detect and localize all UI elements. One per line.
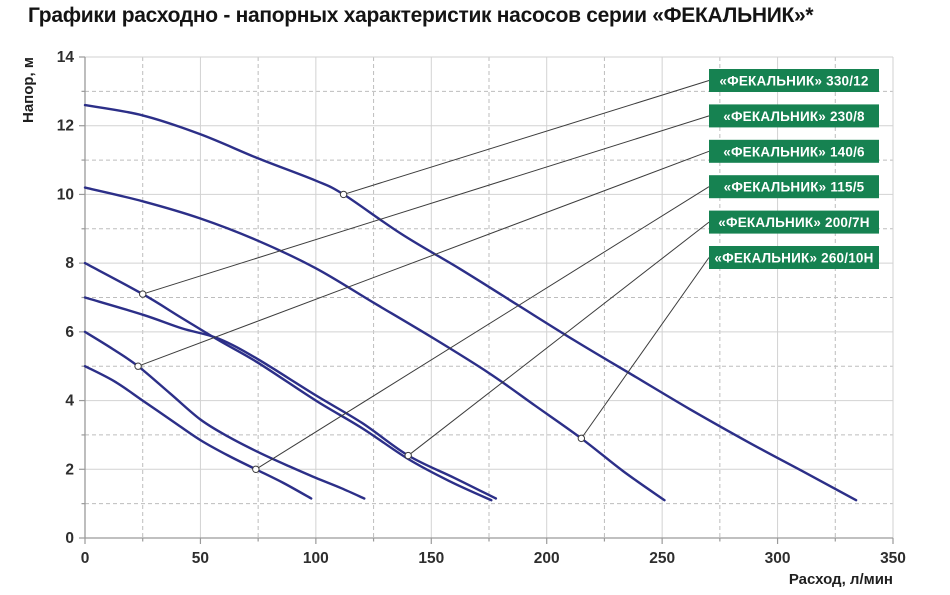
callout-marker-140-6 <box>134 362 142 370</box>
tick-label-y-6: 6 <box>65 324 74 341</box>
curve-230-8 <box>83 261 493 502</box>
y-axis-label: Напор, м <box>20 57 37 123</box>
tick-label-x-50: 50 <box>192 550 209 567</box>
callout-marker-230-8 <box>139 290 147 298</box>
leader-line-140-6 <box>137 150 710 367</box>
legend-label-260-10n: «ФЕКАЛЬНИК» 260/10Н <box>714 251 873 266</box>
legend-item-140-6 <box>709 139 879 163</box>
curve-200-7n <box>83 296 498 500</box>
chart-title: Графики расходно - напорных характеристи… <box>28 4 814 27</box>
curve-115-5 <box>83 365 313 500</box>
leader-line-330-12 <box>343 80 710 195</box>
callout-marker-200-7n <box>404 451 412 460</box>
callout-marker-115-5 <box>252 465 260 473</box>
legend-item-330-12 <box>709 69 879 92</box>
tick-label-y-0: 0 <box>65 530 74 547</box>
legend-item-200-7n <box>709 210 879 234</box>
leader-line-230-8 <box>142 115 710 295</box>
tick-label-x-250: 250 <box>649 550 675 567</box>
legend-label-140-6: «ФЕКАЛЬНИК» 140/6 <box>723 144 865 159</box>
tick-label-y-10: 10 <box>57 186 74 203</box>
curve-260-10n <box>83 186 666 502</box>
tick-label-y-8: 8 <box>65 255 74 272</box>
legend-label-330-12: «ФЕКАЛЬНИК» 330/12 <box>719 74 868 89</box>
legend-label-230-8: «ФЕКАЛЬНИК» 230/8 <box>723 109 865 124</box>
tick-label-y-14: 14 <box>57 49 75 66</box>
x-axis-label: Расход, л/мин <box>789 571 893 588</box>
leader-line-260-10n <box>580 257 710 439</box>
tick-label-x-0: 0 <box>81 550 90 567</box>
tick-label-y-2: 2 <box>65 461 74 478</box>
tick-label-x-150: 150 <box>418 550 444 567</box>
callout-marker-260-10n <box>577 434 586 443</box>
curve-330-12 <box>83 103 858 502</box>
tick-label-x-100: 100 <box>303 550 329 567</box>
tick-label-x-200: 200 <box>534 550 560 567</box>
tick-label-y-4: 4 <box>65 393 74 410</box>
callout-marker-330-12 <box>339 190 348 199</box>
legend-label-115-5: «ФЕКАЛЬНИК» 115/5 <box>724 180 865 195</box>
tick-label-y-12: 12 <box>57 118 74 135</box>
leader-line-115-5 <box>255 186 710 470</box>
tick-label-x-300: 300 <box>765 550 791 567</box>
legend-item-260-10n <box>709 246 879 269</box>
legend-item-230-8 <box>709 104 879 128</box>
tick-label-x-350: 350 <box>880 550 906 567</box>
curve-140-6 <box>83 330 366 500</box>
leader-line-200-7n <box>407 221 710 456</box>
legend-item-115-5 <box>709 175 879 199</box>
legend-label-200-7n: «ФЕКАЛЬНИК» 200/7Н <box>718 215 869 230</box>
